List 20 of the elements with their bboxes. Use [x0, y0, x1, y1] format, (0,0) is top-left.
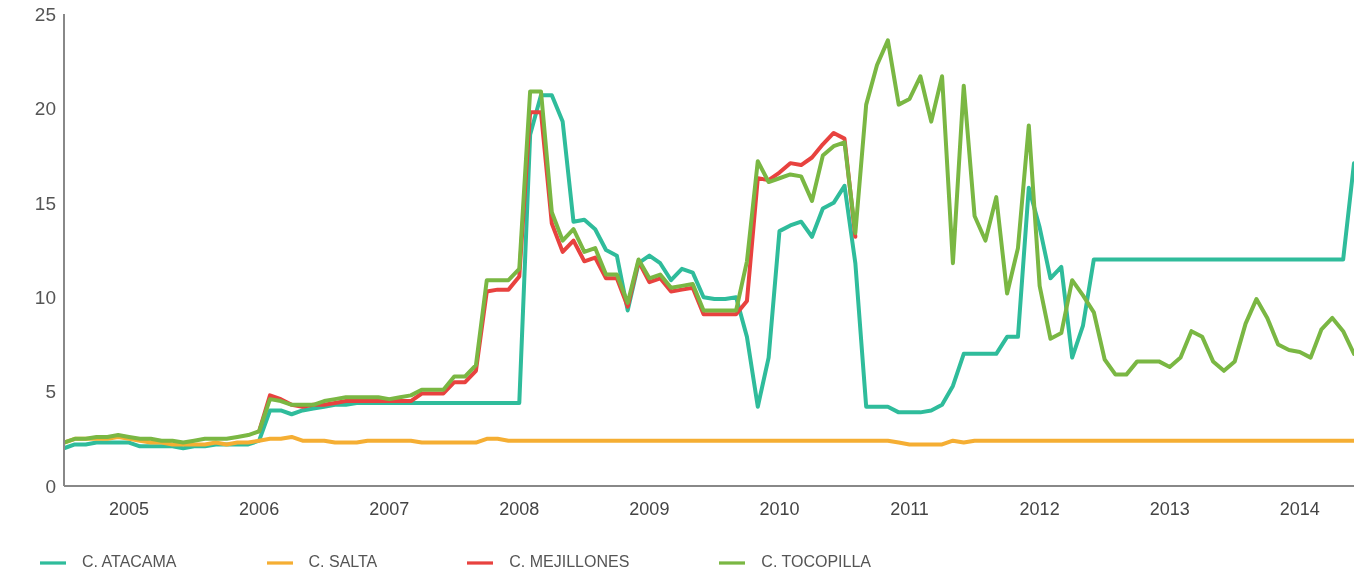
y-tick-label: 15 [34, 192, 56, 214]
y-tick-label: 5 [45, 381, 56, 403]
x-tick-label: 2007 [369, 498, 410, 519]
legend-label: C. SALTA [308, 553, 378, 571]
x-tick-label: 2005 [109, 498, 150, 519]
y-tick-label: 0 [45, 475, 56, 497]
x-tick-label: 2013 [1149, 498, 1190, 519]
y-tick-label: 10 [34, 286, 56, 308]
y-tick-label: 25 [34, 3, 56, 25]
x-tick-label: 2008 [499, 498, 540, 519]
x-tick-label: 2014 [1279, 498, 1320, 519]
x-tick-label: 2012 [1019, 498, 1060, 519]
x-tick-label: 2010 [759, 498, 800, 519]
legend-label: C. MEJILLONES [509, 553, 630, 571]
legend-label: C. TOCOPILLA [761, 553, 871, 571]
x-tick-label: 2011 [890, 498, 929, 519]
y-tick-label: 20 [34, 98, 56, 120]
x-tick-label: 2009 [629, 498, 670, 519]
x-tick-label: 2006 [239, 498, 280, 519]
legend-label: C. ATACAMA [82, 553, 177, 571]
